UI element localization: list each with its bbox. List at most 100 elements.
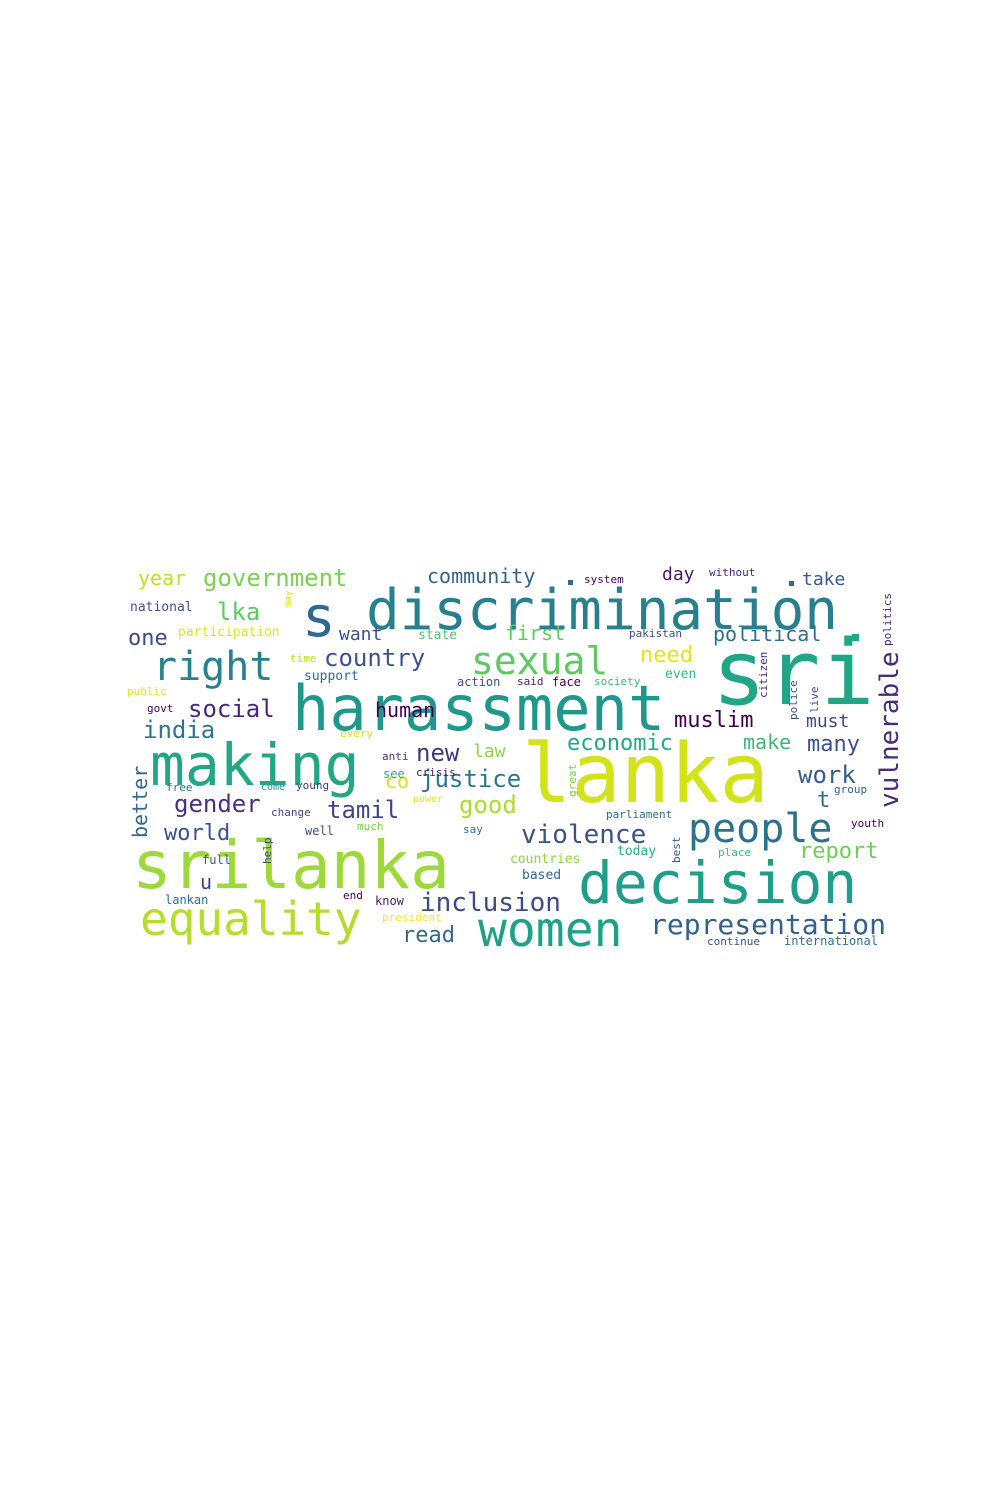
word-countries: countries <box>510 852 580 867</box>
word-lka: lka <box>217 598 260 626</box>
word-political: political <box>713 622 821 646</box>
word-action: action <box>457 675 500 689</box>
word-muslim: muslim <box>674 708 753 733</box>
word-srilanka: srilanka <box>132 827 450 904</box>
word-state: state <box>418 628 457 643</box>
word-well: well <box>305 824 334 838</box>
word-sri: sri <box>712 621 875 726</box>
dot-mark <box>789 581 794 586</box>
word-change: change <box>271 806 311 819</box>
word-take: take <box>802 569 845 590</box>
word-discrimination: discrimination <box>366 578 838 643</box>
word-power: power <box>413 794 443 805</box>
word-world: world <box>164 821 230 846</box>
word-vulnerable: vulnerable <box>875 651 905 808</box>
word-come: come <box>261 782 285 793</box>
word-best: best <box>670 837 683 864</box>
word-pakistan: pakistan <box>629 627 682 640</box>
word-young: young <box>296 779 329 792</box>
word-community: community <box>427 564 535 588</box>
word-sexual: sexual <box>471 639 608 683</box>
word-parliament: parliament <box>606 808 672 821</box>
word-see: see <box>383 767 405 781</box>
word-help: help <box>261 838 274 865</box>
word-day: day <box>662 564 695 585</box>
word-face: face <box>552 675 581 689</box>
word-based: based <box>522 868 561 883</box>
word-t: t <box>817 788 830 813</box>
word-end: end <box>343 889 363 902</box>
word-many: many <box>807 732 860 757</box>
word-new: new <box>416 739 460 767</box>
word-making: making <box>150 731 360 799</box>
word-inclusion: inclusion <box>420 888 561 918</box>
word-want: want <box>339 624 382 645</box>
word-government: government <box>203 564 348 592</box>
word-first: first <box>505 621 565 645</box>
word-public: public <box>127 685 167 698</box>
word-place: place <box>718 846 751 859</box>
word-society: society <box>594 675 641 688</box>
word-co: co <box>385 769 409 793</box>
word-say: say <box>463 823 483 836</box>
word-even: even <box>665 667 696 682</box>
word-right: right <box>153 644 273 690</box>
word-violence: violence <box>521 820 646 850</box>
word-youth: youth <box>851 817 884 830</box>
word-lankan: lankan <box>165 893 208 907</box>
word-group: group <box>834 783 867 796</box>
word-govt: govt <box>147 702 174 715</box>
word-today: today <box>617 844 656 859</box>
word-year: year <box>138 566 186 590</box>
word-know: know <box>375 894 405 908</box>
word-every: every <box>340 727 373 740</box>
word-may: may <box>284 590 294 607</box>
word-economic: economic <box>567 731 673 756</box>
word-good: good <box>459 791 517 819</box>
word-president: president <box>382 911 442 924</box>
word-human: human <box>375 698 435 722</box>
word-representation: representation <box>650 908 886 941</box>
word-s: s <box>302 585 336 650</box>
word-read: read <box>402 923 455 948</box>
word-better: better <box>128 766 152 838</box>
word-free: free <box>166 781 193 794</box>
dot-mark <box>852 634 859 641</box>
word-international: international <box>784 934 878 948</box>
word-full: full <box>202 853 231 867</box>
word-one: one <box>128 626 168 651</box>
word-participation: participation <box>178 625 280 640</box>
word-harassment: harassment <box>292 672 665 745</box>
word-support: support <box>304 669 359 684</box>
word-politics: politics <box>881 593 894 646</box>
word-must: must <box>806 711 849 732</box>
word-country: country <box>324 644 425 672</box>
word-crisis: crisis <box>416 766 456 779</box>
dot-mark <box>568 580 573 585</box>
word-lanka: lanka <box>522 727 769 822</box>
word-live: live <box>808 687 821 714</box>
word-national: national <box>130 600 193 615</box>
word-said: said <box>517 675 544 688</box>
word-law: law <box>473 741 506 762</box>
word-much: much <box>357 820 384 833</box>
word-india: india <box>143 716 215 744</box>
word-gender: gender <box>174 790 261 818</box>
word-tamil: tamil <box>327 796 399 824</box>
word-equality: equality <box>140 892 362 946</box>
word-continue: continue <box>707 935 760 948</box>
word-decision: decision <box>578 849 857 917</box>
word-women: women <box>478 902 623 958</box>
word-social: social <box>188 695 275 723</box>
word-time: time <box>290 652 317 665</box>
word-report: report <box>799 839 878 864</box>
word-anti: anti <box>382 750 409 763</box>
word-make: make <box>743 730 791 754</box>
word-work: work <box>798 761 856 789</box>
word-great: great <box>566 764 579 797</box>
word-need: need <box>640 643 693 668</box>
word-system: system <box>584 573 624 586</box>
word-without: without <box>709 566 755 579</box>
word-people: people <box>688 806 833 852</box>
